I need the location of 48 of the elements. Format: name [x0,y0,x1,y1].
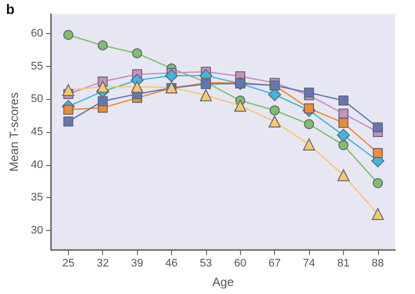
y-tick-label: 50 [30,93,44,106]
x-tick-label: 67 [268,258,281,270]
point [98,96,108,106]
point [268,116,281,128]
point [372,208,384,220]
point [304,119,314,130]
point [131,80,144,93]
point [372,122,383,132]
point [62,84,74,96]
point [234,100,246,112]
point [304,88,314,98]
y-tick-label: 40 [30,158,44,171]
text: b [6,1,15,17]
point [63,30,74,40]
x-tick-label: 46 [165,258,178,270]
point [270,105,280,116]
x-tick-label: 32 [96,258,109,270]
x-tick-label: 81 [337,258,350,270]
point [98,40,108,50]
point [338,108,348,119]
point [338,140,348,150]
point [336,128,350,142]
point [338,96,348,106]
y-tick-label: 55 [30,60,44,72]
point [200,89,212,102]
x-tick-label: 74 [302,258,316,270]
point [337,169,350,182]
x-tick-label: 25 [62,258,74,270]
point [63,116,74,127]
y-tick-label: 45 [30,126,44,138]
y-tick-label: 60 [30,28,44,40]
y-tick-label: 35 [30,192,44,204]
y-tick-label: 30 [30,224,44,236]
point [372,148,383,158]
point [338,118,348,128]
x-tick-label: 53 [200,258,212,270]
point [132,48,142,58]
x-tick-label: 88 [372,258,384,270]
x-tick-label: 60 [234,258,246,270]
x-tick-label: 39 [130,258,144,270]
point [303,138,316,150]
y-axis-title: Mean T-scores [7,92,21,172]
point [164,69,178,82]
point [63,104,74,115]
point [372,178,383,188]
x-axis-title: Age [212,275,234,289]
point [304,103,314,114]
point [96,80,109,93]
